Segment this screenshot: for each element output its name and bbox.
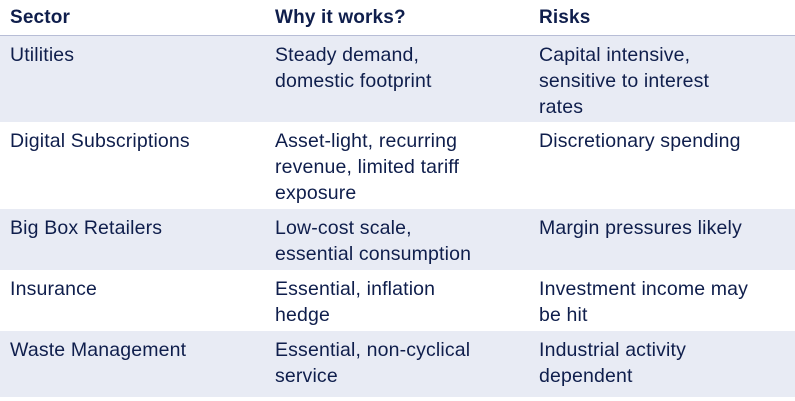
table-row: Big Box Retailers Low-cost scale, essent… bbox=[0, 209, 795, 270]
risks-line: dependent bbox=[539, 365, 633, 387]
sector-cell: Big Box Retailers bbox=[0, 209, 265, 270]
why-line: domestic footprint bbox=[275, 70, 432, 92]
why-line: essential consumption bbox=[275, 243, 472, 265]
sector-name: Waste Management bbox=[10, 339, 187, 361]
why-cell: Asset-light, recurring revenue, limited … bbox=[265, 122, 529, 209]
why-line: Asset-light, recurring bbox=[275, 130, 458, 152]
why-line: exposure bbox=[275, 182, 357, 204]
why-line: Steady demand, bbox=[275, 44, 420, 66]
why-line: hedge bbox=[275, 304, 330, 326]
why-cell: Steady demand, domestic footprint bbox=[265, 36, 529, 122]
why-cell: Essential, inflation hedge bbox=[265, 270, 529, 331]
sector-cell: Waste Management bbox=[0, 331, 265, 397]
table-row: Utilities Steady demand, domestic footpr… bbox=[0, 36, 795, 122]
risks-cell: Capital intensive, sensitive to interest… bbox=[529, 36, 795, 122]
risks-line: be hit bbox=[539, 304, 588, 326]
table-row: Digital Subscriptions Asset-light, recur… bbox=[0, 122, 795, 209]
why-line: Essential, non-cyclical bbox=[275, 339, 471, 361]
risks-cell: Margin pressures likely bbox=[529, 209, 795, 270]
table-header-row: Sector Why it works? Risks bbox=[0, 0, 795, 36]
header-sector: Sector bbox=[10, 7, 71, 28]
risks-cell: Industrial activity dependent bbox=[529, 331, 795, 397]
sector-cell: Utilities bbox=[0, 36, 265, 122]
sector-name: Insurance bbox=[10, 278, 97, 300]
risks-line: Margin pressures likely bbox=[539, 217, 742, 239]
why-line: Essential, inflation bbox=[275, 278, 436, 300]
header-risks: Risks bbox=[539, 7, 591, 28]
risks-line: rates bbox=[539, 96, 584, 118]
risks-line: Capital intensive, bbox=[539, 44, 691, 66]
why-line: revenue, limited tariff bbox=[275, 156, 460, 178]
risks-cell: Investment income may be hit bbox=[529, 270, 795, 331]
sector-cell: Digital Subscriptions bbox=[0, 122, 265, 209]
why-cell: Low-cost scale, essential consumption bbox=[265, 209, 529, 270]
sector-name: Digital Subscriptions bbox=[10, 130, 190, 152]
risks-cell: Discretionary spending bbox=[529, 122, 795, 209]
table-row: Insurance Essential, inflation hedge Inv… bbox=[0, 270, 795, 331]
risks-line: Discretionary spending bbox=[539, 130, 741, 152]
why-line: Low-cost scale, bbox=[275, 217, 412, 239]
sector-name: Big Box Retailers bbox=[10, 217, 163, 239]
header-why-it-works: Why it works? bbox=[275, 7, 406, 28]
sector-name: Utilities bbox=[10, 44, 75, 66]
risks-line: Investment income may bbox=[539, 278, 749, 300]
risks-line: Industrial activity bbox=[539, 339, 686, 361]
why-cell: Essential, non-cyclical service bbox=[265, 331, 529, 397]
table-row: Waste Management Essential, non-cyclical… bbox=[0, 331, 795, 397]
sector-cell: Insurance bbox=[0, 270, 265, 331]
risks-line: sensitive to interest bbox=[539, 70, 710, 92]
why-line: service bbox=[275, 365, 338, 387]
